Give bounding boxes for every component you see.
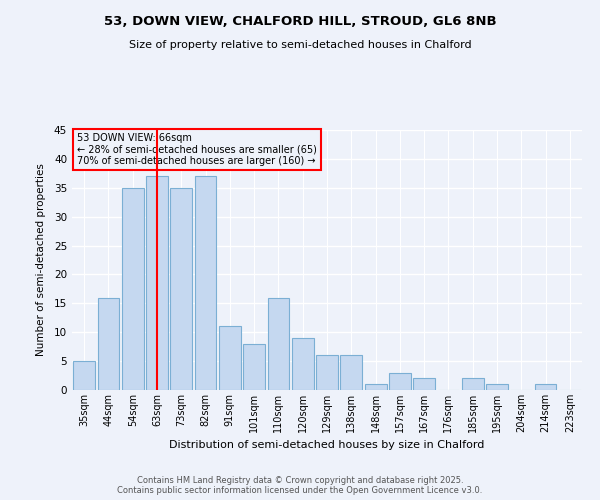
Bar xyxy=(316,356,338,390)
Bar xyxy=(535,384,556,390)
Bar xyxy=(73,361,95,390)
Bar xyxy=(146,176,168,390)
Bar xyxy=(170,188,192,390)
Bar xyxy=(219,326,241,390)
Text: Size of property relative to semi-detached houses in Chalford: Size of property relative to semi-detach… xyxy=(128,40,472,50)
Bar xyxy=(97,298,119,390)
Bar xyxy=(389,372,411,390)
Bar xyxy=(340,356,362,390)
Bar xyxy=(122,188,143,390)
Bar xyxy=(486,384,508,390)
Bar xyxy=(292,338,314,390)
Text: 53 DOWN VIEW: 66sqm
← 28% of semi-detached houses are smaller (65)
70% of semi-d: 53 DOWN VIEW: 66sqm ← 28% of semi-detach… xyxy=(77,132,317,166)
Y-axis label: Number of semi-detached properties: Number of semi-detached properties xyxy=(35,164,46,356)
Bar xyxy=(268,298,289,390)
Bar xyxy=(243,344,265,390)
Bar xyxy=(365,384,386,390)
Bar xyxy=(413,378,435,390)
Text: 53, DOWN VIEW, CHALFORD HILL, STROUD, GL6 8NB: 53, DOWN VIEW, CHALFORD HILL, STROUD, GL… xyxy=(104,15,496,28)
Bar xyxy=(462,378,484,390)
X-axis label: Distribution of semi-detached houses by size in Chalford: Distribution of semi-detached houses by … xyxy=(169,440,485,450)
Bar xyxy=(194,176,217,390)
Text: Contains HM Land Registry data © Crown copyright and database right 2025.
Contai: Contains HM Land Registry data © Crown c… xyxy=(118,476,482,495)
